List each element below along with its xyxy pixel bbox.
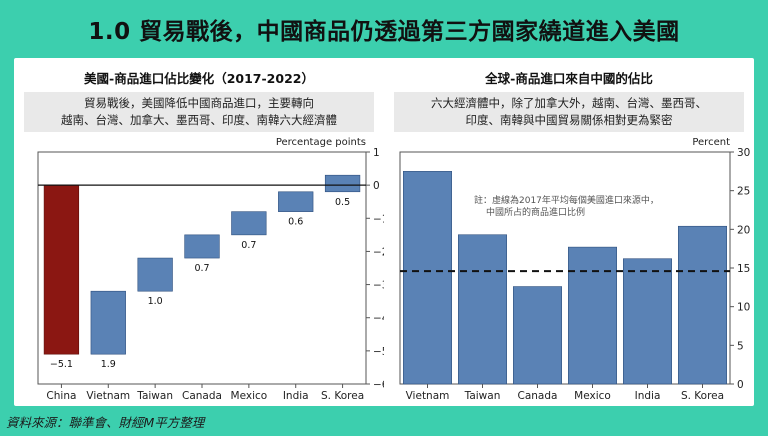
bar-data-label: 1.0 bbox=[148, 296, 163, 307]
waterfall-bar bbox=[137, 257, 173, 292]
x-tick-label: India bbox=[635, 390, 661, 402]
reference-annotation-line2: 中國所占的商品進口比例 bbox=[486, 206, 585, 218]
y-tick-label: 25 bbox=[737, 186, 750, 198]
left-chart-title: 美國-商品進口佔比變化（2017-2022） bbox=[84, 71, 314, 86]
y-tick-label: −4 bbox=[373, 313, 384, 325]
waterfall-bar bbox=[184, 234, 220, 259]
bar-data-label: 1.9 bbox=[101, 359, 116, 370]
x-tick-label: Vietnam bbox=[86, 390, 130, 402]
title-bar: 1.0 貿易戰後，中國商品仍透過第三方國家繞道進入美國 bbox=[0, 0, 768, 58]
y-tick-label: 0 bbox=[737, 379, 744, 391]
bar bbox=[402, 171, 453, 385]
left-chart-panel: 美國-商品進口佔比變化（2017-2022） 貿易戰後，美國降低中國商品進口，主… bbox=[14, 58, 384, 406]
y-tick-label: 0 bbox=[373, 180, 380, 192]
right-note-line1: 六大經濟體中，除了加拿大外，越南、台灣、墨西哥、 bbox=[431, 96, 707, 110]
y-tick-label: −5 bbox=[373, 346, 384, 358]
bar-data-label: 0.7 bbox=[194, 263, 209, 274]
bar-data-label: 0.7 bbox=[241, 240, 256, 251]
y-tick-label: 30 bbox=[737, 147, 750, 159]
waterfall-bar bbox=[43, 184, 80, 355]
left-note-line2: 越南、台灣、加拿大、墨西哥、印度、南韓六大經濟體 bbox=[61, 113, 337, 127]
x-tick-label: S. Korea bbox=[681, 390, 724, 402]
x-tick-label: Mexico bbox=[231, 390, 268, 402]
x-tick-label: India bbox=[283, 390, 309, 402]
y-tick-label: −3 bbox=[373, 280, 384, 292]
page-title: 1.0 貿易戰後，中國商品仍透過第三方國家繞道進入美國 bbox=[88, 19, 680, 45]
china-share-bar-chart: Percent 0 5 10 15 20 25 30 Vietnam Taiwan Canada Me… bbox=[399, 137, 750, 402]
bar bbox=[513, 286, 563, 385]
y-tick-label: −6 bbox=[373, 379, 384, 391]
waterfall-chart: Percentage points 1 0 −1 −2 −3 −4 −5 −6 −5.1 China… bbox=[37, 137, 384, 402]
waterfall-bar bbox=[231, 211, 267, 236]
x-tick-label: Canada bbox=[518, 390, 558, 402]
y-tick-label: 5 bbox=[737, 340, 744, 352]
x-tick-label: Taiwan bbox=[464, 390, 501, 402]
y-axis-label: Percent bbox=[692, 137, 730, 148]
bar bbox=[623, 258, 673, 385]
x-tick-label: S. Korea bbox=[321, 390, 364, 402]
y-tick-label: 20 bbox=[737, 224, 750, 236]
y-axis-label: Percentage points bbox=[276, 137, 366, 148]
x-tick-label: Mexico bbox=[574, 390, 611, 402]
right-note-line2: 印度、南韓與中國貿易關係相對更為緊密 bbox=[465, 113, 673, 127]
bar-data-label: 0.6 bbox=[288, 217, 303, 228]
waterfall-bar bbox=[90, 290, 126, 355]
bar-data-label: 0.5 bbox=[335, 197, 350, 208]
y-tick-label: −1 bbox=[373, 213, 384, 225]
right-note-box: 六大經濟體中，除了加拿大外，越南、台灣、墨西哥、 印度、南韓與中國貿易關係相對更… bbox=[394, 92, 744, 132]
x-tick-label: China bbox=[46, 390, 76, 402]
waterfall-bar bbox=[324, 174, 361, 193]
x-tick-label: Canada bbox=[182, 390, 222, 402]
right-chart-panel: 全球-商品進口來自中國的佔比 六大經濟體中，除了加拿大外，越南、台灣、墨西哥、 … bbox=[384, 58, 754, 406]
reference-annotation-line1: 註：虛線為2017年平均每個美國進口來源中， bbox=[474, 194, 659, 206]
y-tick-label: 10 bbox=[737, 302, 750, 314]
content-panel: 美國-商品進口佔比變化（2017-2022） 貿易戰後，美國降低中國商品進口，主… bbox=[14, 58, 754, 406]
bar bbox=[458, 234, 508, 385]
bar bbox=[568, 246, 618, 385]
left-note-box: 貿易戰後，美國降低中國商品進口，主要轉向 越南、台灣、加拿大、墨西哥、印度、南韓… bbox=[24, 92, 374, 132]
left-note-line1: 貿易戰後，美國降低中國商品進口，主要轉向 bbox=[84, 96, 314, 110]
y-tick-label: 15 bbox=[737, 263, 750, 275]
right-chart-title: 全球-商品進口來自中國的佔比 bbox=[485, 71, 653, 86]
bar-data-label: −5.1 bbox=[50, 359, 73, 370]
source-note: 資料來源：聯準會、財經M平方整理 bbox=[6, 415, 205, 430]
x-tick-label: Taiwan bbox=[136, 390, 173, 402]
waterfall-bar bbox=[278, 191, 314, 212]
bar bbox=[677, 225, 727, 385]
y-tick-label: −2 bbox=[373, 246, 384, 258]
y-tick-label: 1 bbox=[373, 147, 380, 159]
x-tick-label: Vietnam bbox=[406, 390, 450, 402]
